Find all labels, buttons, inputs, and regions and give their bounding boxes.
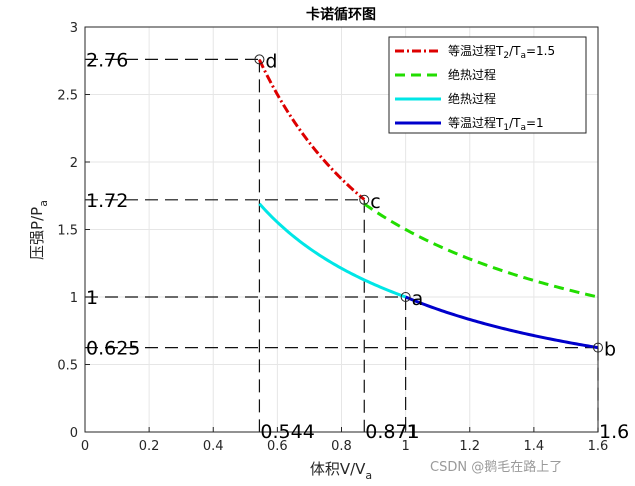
x-tick-label: 0.2 (139, 439, 160, 454)
x-tick-label: 1.4 (524, 439, 545, 454)
series-line (363, 202, 599, 299)
point-markers: a b c d (254, 50, 616, 361)
legend-label-part: =1 (526, 116, 544, 130)
series-line (258, 59, 366, 201)
legend-label-part: /T (509, 44, 521, 58)
legend-label-part: 绝热过程 (448, 91, 496, 106)
volume-annotation: 0.871 (365, 421, 419, 443)
legend-label-part: =1.5 (526, 44, 555, 58)
x-axis-label-main: 体积V/V (310, 460, 366, 478)
legend-label-part: 等温过程T (448, 115, 504, 130)
legend-label: 绝热过程 (448, 67, 496, 82)
point-label: b (604, 339, 616, 361)
curves (258, 59, 599, 350)
watermark: CSDN @鹅毛在路上了 (430, 459, 562, 475)
y-tick-label: 3 (70, 21, 78, 36)
y-tick-label: 0.5 (57, 359, 78, 374)
legend-label-part: 2 (503, 51, 509, 61)
series-line (258, 202, 407, 299)
legend-label: 等温过程T2/Ta=1.5 (448, 43, 555, 61)
legend-label-part: 等温过程T (448, 43, 504, 58)
legend-label: 绝热过程 (448, 91, 496, 106)
point-label: c (370, 191, 380, 213)
y-axis-label: 压强P/Pa (28, 200, 50, 260)
point-marker (254, 54, 265, 65)
legend-label-part: 绝热过程 (448, 67, 496, 82)
y-axis-label-sub: a (37, 200, 50, 207)
y-tick-label: 1 (70, 291, 78, 306)
legend-label-part: a (520, 51, 526, 61)
legend-box (388, 36, 587, 134)
point-label: d (265, 50, 277, 72)
pressure-annotation: 2.76 (86, 49, 128, 71)
guide-lines (85, 58, 599, 432)
point-marker (400, 292, 411, 302)
volume-annotation: 1.6 (599, 421, 629, 443)
point-marker (593, 342, 603, 353)
legend-label-part: /T (509, 116, 521, 130)
x-tick-label: 0.4 (203, 439, 224, 454)
ticks: 0 0.2 0.4 0.6 0.8 1 1.2 1.4 1.6 0 0.5 1 1.5 2 2.5 3 (57, 21, 608, 454)
pressure-annotation: 1 (86, 287, 98, 309)
x-tick-label: 0 (81, 439, 89, 454)
x-tick-label: 0.6 (267, 439, 288, 454)
pressure-annotation: 1.72 (86, 190, 128, 212)
pressure-annotation: 0.625 (86, 338, 140, 360)
y-tick-label: 1.5 (57, 224, 78, 239)
y-tick-label: 2 (70, 156, 78, 171)
legend-label: 等温过程T1/Ta=1 (448, 115, 544, 133)
x-axis-label: 体积V/Va (310, 460, 372, 482)
legend-label-part: a (520, 123, 526, 133)
point-marker (359, 194, 370, 205)
y-tick-label: 2.5 (57, 89, 78, 104)
x-tick-label: 0.8 (331, 439, 352, 454)
volume-annotation: 0.544 (260, 421, 314, 443)
x-tick-label: 1.2 (459, 439, 480, 454)
x-tick-label: 1 (401, 439, 409, 454)
series-line (405, 295, 599, 350)
volume-annotation: 1 (407, 421, 419, 443)
x-axis-label-sub: a (365, 469, 372, 482)
y-axis-label-main: 压强P/P (28, 207, 46, 260)
legend-label-part: 1 (503, 123, 509, 133)
point-label: a (412, 288, 424, 310)
y-tick-label: 0 (70, 426, 78, 441)
x-tick-label: 1.6 (588, 439, 609, 454)
chart-title: 卡诺循环图 (306, 6, 376, 23)
